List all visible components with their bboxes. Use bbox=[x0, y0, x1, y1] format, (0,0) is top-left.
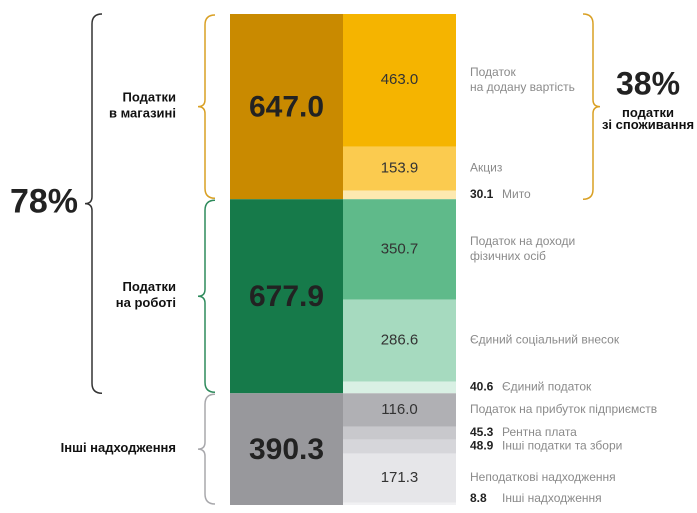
label-line: в магазині bbox=[109, 106, 176, 121]
label: Податок на доходи фізичних осіб bbox=[470, 234, 575, 263]
label: Податок на додану вартість bbox=[470, 65, 575, 94]
label-line: на додану вартість bbox=[470, 80, 575, 94]
label-line: Мито bbox=[502, 187, 531, 201]
item-bar bbox=[343, 426, 456, 440]
share-brace bbox=[84, 13, 103, 395]
item-bar bbox=[343, 199, 456, 300]
label: Інші надходження bbox=[61, 441, 176, 456]
label-line: Єдиний соціальний внесок bbox=[470, 333, 620, 347]
item-value: 8.8 bbox=[470, 491, 487, 505]
label: Інші податки та збори bbox=[502, 439, 622, 453]
label: Інші надходження bbox=[502, 491, 602, 505]
item-value: 45.3 bbox=[470, 425, 494, 439]
label: Податки на роботі bbox=[116, 280, 176, 311]
item-bar bbox=[343, 381, 456, 394]
label-line: Податок на доходи bbox=[470, 234, 575, 248]
label: податки зі споживання bbox=[602, 105, 694, 132]
group-brace bbox=[197, 393, 216, 505]
label-line: Інші надходження bbox=[61, 441, 176, 456]
label-line: Інші податки та збори bbox=[502, 439, 622, 453]
label: Податки в магазині bbox=[109, 90, 176, 121]
label-line: фізичних осіб bbox=[470, 249, 546, 263]
label: Рентна плата bbox=[502, 425, 577, 439]
item-bar bbox=[343, 146, 456, 191]
label-line: зі споживання bbox=[602, 117, 694, 132]
share-label: 78% bbox=[10, 183, 78, 221]
label: Єдиний податок bbox=[502, 380, 592, 394]
label: Неподаткові надходження bbox=[470, 470, 616, 484]
item-value: 116.0 bbox=[381, 401, 417, 418]
group-bar bbox=[230, 14, 343, 200]
label-line: Акциз bbox=[470, 161, 503, 175]
group-bar bbox=[230, 393, 343, 505]
item-value: 463.0 bbox=[381, 71, 419, 88]
group-brace bbox=[197, 199, 216, 394]
label: Акциз bbox=[470, 161, 503, 175]
label-line: на роботі bbox=[116, 296, 176, 311]
group-total: 390.3 bbox=[249, 433, 324, 466]
label-line: Податки bbox=[123, 280, 176, 295]
group-total: 677.9 bbox=[249, 280, 324, 313]
item-bar bbox=[343, 453, 456, 503]
label-line: Інші надходження bbox=[502, 491, 602, 505]
label-line: Неподаткові надходження bbox=[470, 470, 616, 484]
label-line: Податок на прибуток підприємств bbox=[470, 402, 657, 416]
share-label: 38% bbox=[616, 65, 680, 101]
share-brace bbox=[582, 13, 601, 200]
label-line: Рентна плата bbox=[502, 425, 577, 439]
item-bar bbox=[343, 299, 456, 382]
item-value: 48.9 bbox=[470, 439, 494, 453]
label-line: Єдиний податок bbox=[502, 380, 592, 394]
label: Податок на прибуток підприємств bbox=[470, 402, 657, 416]
label: Мито bbox=[502, 187, 531, 201]
item-value: 171.3 bbox=[381, 469, 419, 486]
item-value: 350.7 bbox=[381, 240, 419, 257]
label-line: податки bbox=[622, 105, 674, 120]
label-line: Податки bbox=[123, 90, 176, 105]
item-value: 40.6 bbox=[470, 380, 494, 394]
item-value: 286.6 bbox=[381, 332, 419, 349]
item-bar bbox=[343, 439, 456, 454]
item-bar bbox=[343, 190, 456, 200]
group-bar bbox=[230, 199, 343, 394]
item-bar bbox=[343, 14, 456, 147]
item-value: 30.1 bbox=[470, 187, 494, 201]
label-line: Податок bbox=[470, 65, 516, 79]
item-value: 153.9 bbox=[381, 160, 419, 177]
group-brace bbox=[197, 14, 216, 199]
item-bar bbox=[343, 502, 456, 505]
label: Єдиний соціальний внесок bbox=[470, 333, 620, 347]
group-total: 647.0 bbox=[249, 91, 324, 124]
item-bar bbox=[343, 393, 456, 427]
